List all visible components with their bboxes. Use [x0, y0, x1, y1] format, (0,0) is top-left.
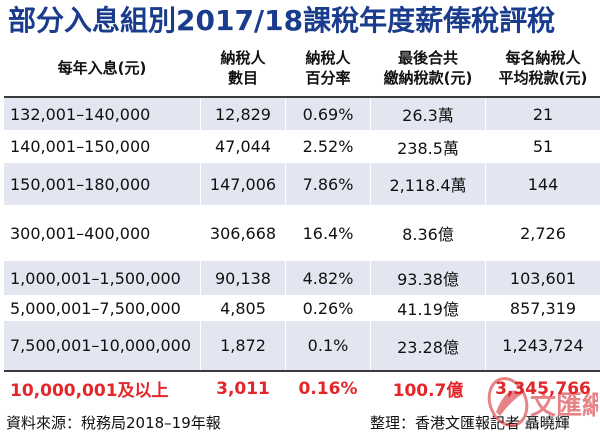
total-tax-cell: 8.36億 [370, 205, 486, 261]
page-title: 部分入息組別2017/18課稅年度薪俸稅評稅 [8, 4, 556, 37]
income-group-cell: 140,001–150,000 [4, 130, 201, 163]
header-taxpayer-count: 納稅人 數目 [200, 40, 286, 98]
table-header-row: 每年入息(元) 納稅人 數目 納稅人 百分率 最後合共 繳納稅款(元) 每名納稅人 平均… [4, 40, 600, 98]
average-tax-cell: 103,601 [485, 261, 600, 295]
total-tax-cell: 93.38億 [370, 261, 486, 295]
tax-table: 每年入息(元) 納稅人 數目 納稅人 百分率 最後合共 繳納稅款(元) 每名納稅人 平均… [4, 40, 600, 405]
average-tax-cell: 857,319 [485, 295, 600, 321]
total-tax-cell: 2,118.4萬 [370, 163, 486, 205]
average-tax-cell: 1,243,724 [485, 321, 600, 371]
taxpayer-count-cell: 1,872 [200, 321, 286, 371]
table-row: 132,001–140,000 12,829 0.69% 26.3萬 21 [4, 97, 600, 130]
publisher-logo-watermark: 文匯網 [487, 377, 598, 427]
income-group-cell: 300,001–400,000 [4, 205, 201, 261]
table-row: 140,001–150,000 47,044 2.52% 238.5萬 51 [4, 130, 600, 163]
average-tax-cell: 51 [485, 130, 600, 163]
taxpayer-count-cell: 90,138 [200, 261, 286, 295]
income-group-cell: 7,500,001–10,000,000 [4, 321, 201, 371]
table-row: 150,001–180,000 147,006 7.86% 2,118.4萬 1… [4, 163, 600, 205]
svg-text:文匯網: 文匯網 [530, 390, 598, 421]
source-note: 資料來源：稅務局2018–19年報 [6, 414, 221, 432]
income-group-cell: 10,000,001及以上 [4, 370, 201, 405]
taxpayer-percent-cell: 16.4% [285, 205, 371, 261]
total-tax-cell: 26.3萬 [370, 97, 486, 130]
income-group-cell: 1,000,001–1,500,000 [4, 261, 201, 295]
total-tax-cell: 41.19億 [370, 295, 486, 321]
taxpayer-count-cell: 4,805 [200, 295, 286, 321]
average-tax-cell: 144 [485, 163, 600, 205]
total-tax-cell: 23.28億 [370, 321, 486, 371]
taxpayer-count-cell: 147,006 [200, 163, 286, 205]
taxpayer-percent-cell: 0.1% [285, 321, 371, 371]
taxpayer-count-cell: 12,829 [200, 97, 286, 130]
taxpayer-percent-cell: 7.86% [285, 163, 371, 205]
header-income-group: 每年入息(元) [4, 40, 201, 98]
table-row: 5,000,001–7,500,000 4,805 0.26% 41.19億 8… [4, 295, 600, 321]
header-average-tax: 每名納稅人 平均稅款(元) [485, 40, 600, 98]
taxpayer-percent-cell: 2.52% [285, 130, 371, 163]
table-row: 1,000,001–1,500,000 90,138 4.82% 93.38億 … [4, 261, 600, 295]
table-row: 300,001–400,000 306,668 16.4% 8.36億 2,72… [4, 205, 600, 261]
taxpayer-count-cell: 47,044 [200, 130, 286, 163]
taxpayer-count-cell: 306,668 [200, 205, 286, 261]
taxpayer-percent-cell: 4.82% [285, 261, 371, 295]
average-tax-cell: 2,726 [485, 205, 600, 261]
total-tax-cell: 238.5萬 [370, 130, 486, 163]
header-taxpayer-percent: 納稅人 百分率 [285, 40, 371, 98]
total-tax-cell: 100.7億 [370, 370, 486, 405]
average-tax-cell: 21 [485, 97, 600, 130]
income-group-cell: 150,001–180,000 [4, 163, 201, 205]
income-group-cell: 5,000,001–7,500,000 [4, 295, 201, 321]
table-row: 7,500,001–10,000,000 1,872 0.1% 23.28億 1… [4, 321, 600, 371]
footer: 資料來源：稅務局2018–19年報 整理：香港文匯報記者 聶曉輝 [6, 411, 594, 435]
header-total-tax: 最後合共 繳納稅款(元) [370, 40, 486, 98]
taxpayer-count-cell: 3,011 [200, 370, 286, 405]
credit-note: 整理：香港文匯報記者 聶曉輝 [370, 414, 570, 432]
taxpayer-percent-cell: 0.26% [285, 295, 371, 321]
income-group-cell: 132,001–140,000 [4, 97, 201, 130]
taxpayer-percent-cell: 0.16% [285, 370, 371, 405]
taxpayer-percent-cell: 0.69% [285, 97, 371, 130]
